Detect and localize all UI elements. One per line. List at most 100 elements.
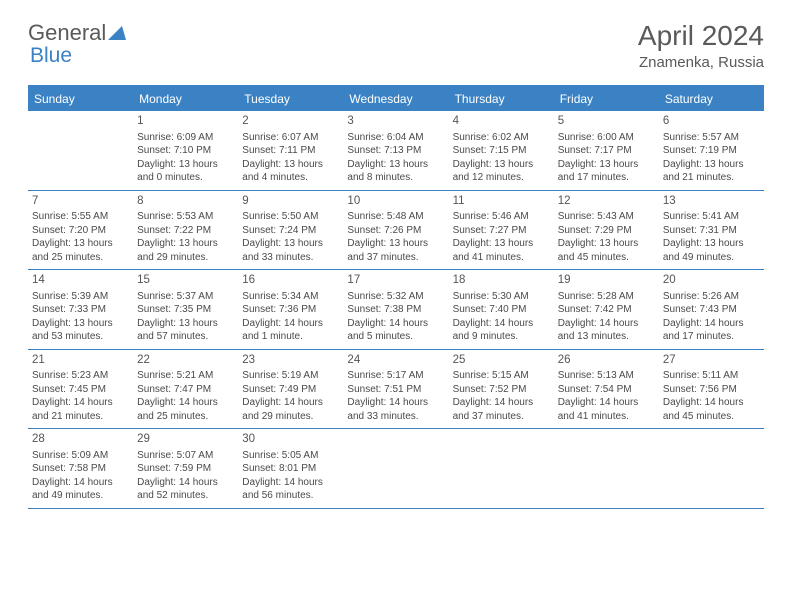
sunrise-text: Sunrise: 5:05 AM xyxy=(242,449,339,463)
day-cell xyxy=(449,429,554,508)
day-cell: 17Sunrise: 5:32 AMSunset: 7:38 PMDayligh… xyxy=(343,270,448,349)
day-cell: 13Sunrise: 5:41 AMSunset: 7:31 PMDayligh… xyxy=(659,191,764,270)
sunrise-text: Sunrise: 5:55 AM xyxy=(32,210,129,224)
sunrise-text: Sunrise: 6:02 AM xyxy=(453,131,550,145)
logo-line2: Blue xyxy=(30,44,72,68)
daylight-text: Daylight: 14 hours and 56 minutes. xyxy=(242,476,339,503)
day-cell: 24Sunrise: 5:17 AMSunset: 7:51 PMDayligh… xyxy=(343,350,448,429)
daylight-text: Daylight: 13 hours and 4 minutes. xyxy=(242,158,339,185)
daylight-text: Daylight: 13 hours and 53 minutes. xyxy=(32,317,129,344)
sunset-text: Sunset: 7:59 PM xyxy=(137,462,234,476)
logo: General xyxy=(28,20,128,46)
daylight-text: Daylight: 13 hours and 45 minutes. xyxy=(558,237,655,264)
sunrise-text: Sunrise: 6:07 AM xyxy=(242,131,339,145)
day-cell: 12Sunrise: 5:43 AMSunset: 7:29 PMDayligh… xyxy=(554,191,659,270)
sunrise-text: Sunrise: 5:46 AM xyxy=(453,210,550,224)
day-cell: 14Sunrise: 5:39 AMSunset: 7:33 PMDayligh… xyxy=(28,270,133,349)
sunrise-text: Sunrise: 5:57 AM xyxy=(663,131,760,145)
day-header-monday: Monday xyxy=(133,87,238,111)
sunset-text: Sunset: 7:10 PM xyxy=(137,144,234,158)
sunrise-text: Sunrise: 5:50 AM xyxy=(242,210,339,224)
sunrise-text: Sunrise: 5:32 AM xyxy=(347,290,444,304)
day-cell: 3Sunrise: 6:04 AMSunset: 7:13 PMDaylight… xyxy=(343,111,448,190)
day-number: 9 xyxy=(242,194,339,210)
day-cell: 16Sunrise: 5:34 AMSunset: 7:36 PMDayligh… xyxy=(238,270,343,349)
day-header-thursday: Thursday xyxy=(449,87,554,111)
day-cell: 4Sunrise: 6:02 AMSunset: 7:15 PMDaylight… xyxy=(449,111,554,190)
day-number: 14 xyxy=(32,273,129,289)
daylight-text: Daylight: 14 hours and 25 minutes. xyxy=(137,396,234,423)
sunset-text: Sunset: 7:42 PM xyxy=(558,303,655,317)
day-cell: 8Sunrise: 5:53 AMSunset: 7:22 PMDaylight… xyxy=(133,191,238,270)
sunrise-text: Sunrise: 6:00 AM xyxy=(558,131,655,145)
day-cell: 21Sunrise: 5:23 AMSunset: 7:45 PMDayligh… xyxy=(28,350,133,429)
sunset-text: Sunset: 8:01 PM xyxy=(242,462,339,476)
sunset-text: Sunset: 7:20 PM xyxy=(32,224,129,238)
daylight-text: Daylight: 14 hours and 37 minutes. xyxy=(453,396,550,423)
day-number: 23 xyxy=(242,353,339,369)
sunrise-text: Sunrise: 6:09 AM xyxy=(137,131,234,145)
sunset-text: Sunset: 7:36 PM xyxy=(242,303,339,317)
day-cell: 1Sunrise: 6:09 AMSunset: 7:10 PMDaylight… xyxy=(133,111,238,190)
day-number: 24 xyxy=(347,353,444,369)
day-header-sunday: Sunday xyxy=(28,87,133,111)
sunrise-text: Sunrise: 5:19 AM xyxy=(242,369,339,383)
day-cell: 7Sunrise: 5:55 AMSunset: 7:20 PMDaylight… xyxy=(28,191,133,270)
sunrise-text: Sunrise: 6:04 AM xyxy=(347,131,444,145)
logo-triangle-icon xyxy=(108,26,126,40)
day-number: 11 xyxy=(453,194,550,210)
sunrise-text: Sunrise: 5:11 AM xyxy=(663,369,760,383)
sunset-text: Sunset: 7:45 PM xyxy=(32,383,129,397)
day-cell: 6Sunrise: 5:57 AMSunset: 7:19 PMDaylight… xyxy=(659,111,764,190)
sunrise-text: Sunrise: 5:43 AM xyxy=(558,210,655,224)
day-cell: 30Sunrise: 5:05 AMSunset: 8:01 PMDayligh… xyxy=(238,429,343,508)
daylight-text: Daylight: 14 hours and 41 minutes. xyxy=(558,396,655,423)
day-cell: 5Sunrise: 6:00 AMSunset: 7:17 PMDaylight… xyxy=(554,111,659,190)
sunrise-text: Sunrise: 5:21 AM xyxy=(137,369,234,383)
daylight-text: Daylight: 14 hours and 33 minutes. xyxy=(347,396,444,423)
sunset-text: Sunset: 7:19 PM xyxy=(663,144,760,158)
sunset-text: Sunset: 7:26 PM xyxy=(347,224,444,238)
daylight-text: Daylight: 13 hours and 17 minutes. xyxy=(558,158,655,185)
day-cell: 11Sunrise: 5:46 AMSunset: 7:27 PMDayligh… xyxy=(449,191,554,270)
sunset-text: Sunset: 7:31 PM xyxy=(663,224,760,238)
sunrise-text: Sunrise: 5:41 AM xyxy=(663,210,760,224)
daylight-text: Daylight: 13 hours and 33 minutes. xyxy=(242,237,339,264)
daylight-text: Daylight: 14 hours and 1 minute. xyxy=(242,317,339,344)
daylight-text: Daylight: 13 hours and 0 minutes. xyxy=(137,158,234,185)
sunset-text: Sunset: 7:40 PM xyxy=(453,303,550,317)
day-cell: 27Sunrise: 5:11 AMSunset: 7:56 PMDayligh… xyxy=(659,350,764,429)
daylight-text: Daylight: 14 hours and 52 minutes. xyxy=(137,476,234,503)
sunrise-text: Sunrise: 5:39 AM xyxy=(32,290,129,304)
daylight-text: Daylight: 13 hours and 8 minutes. xyxy=(347,158,444,185)
day-number: 19 xyxy=(558,273,655,289)
day-number: 7 xyxy=(32,194,129,210)
sunset-text: Sunset: 7:52 PM xyxy=(453,383,550,397)
day-header-wednesday: Wednesday xyxy=(343,87,448,111)
day-header-tuesday: Tuesday xyxy=(238,87,343,111)
sunset-text: Sunset: 7:51 PM xyxy=(347,383,444,397)
daylight-text: Daylight: 14 hours and 17 minutes. xyxy=(663,317,760,344)
day-number: 20 xyxy=(663,273,760,289)
sunset-text: Sunset: 7:38 PM xyxy=(347,303,444,317)
day-number: 10 xyxy=(347,194,444,210)
day-number: 6 xyxy=(663,114,760,130)
daylight-text: Daylight: 14 hours and 13 minutes. xyxy=(558,317,655,344)
day-number: 5 xyxy=(558,114,655,130)
day-header-saturday: Saturday xyxy=(659,87,764,111)
day-cell: 25Sunrise: 5:15 AMSunset: 7:52 PMDayligh… xyxy=(449,350,554,429)
day-cell xyxy=(28,111,133,190)
sunset-text: Sunset: 7:47 PM xyxy=(137,383,234,397)
day-cell: 26Sunrise: 5:13 AMSunset: 7:54 PMDayligh… xyxy=(554,350,659,429)
header: General April 2024 Znamenka, Russia xyxy=(0,0,792,79)
day-cell: 10Sunrise: 5:48 AMSunset: 7:26 PMDayligh… xyxy=(343,191,448,270)
week-row: 1Sunrise: 6:09 AMSunset: 7:10 PMDaylight… xyxy=(28,111,764,191)
sunrise-text: Sunrise: 5:48 AM xyxy=(347,210,444,224)
sunrise-text: Sunrise: 5:07 AM xyxy=(137,449,234,463)
sunrise-text: Sunrise: 5:26 AM xyxy=(663,290,760,304)
daylight-text: Daylight: 14 hours and 9 minutes. xyxy=(453,317,550,344)
sunset-text: Sunset: 7:33 PM xyxy=(32,303,129,317)
day-number: 29 xyxy=(137,432,234,448)
day-cell: 29Sunrise: 5:07 AMSunset: 7:59 PMDayligh… xyxy=(133,429,238,508)
sunrise-text: Sunrise: 5:28 AM xyxy=(558,290,655,304)
